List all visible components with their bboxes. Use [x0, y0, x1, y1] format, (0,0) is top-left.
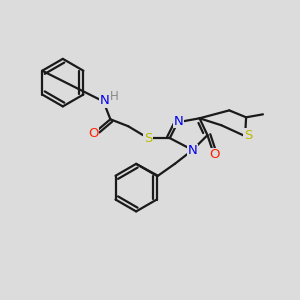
Text: N: N — [100, 94, 109, 107]
Text: H: H — [110, 90, 119, 103]
Text: N: N — [188, 145, 197, 158]
Text: S: S — [144, 132, 152, 145]
Text: S: S — [244, 129, 252, 142]
Text: O: O — [209, 148, 220, 161]
Text: N: N — [174, 115, 184, 128]
Text: O: O — [88, 127, 99, 140]
